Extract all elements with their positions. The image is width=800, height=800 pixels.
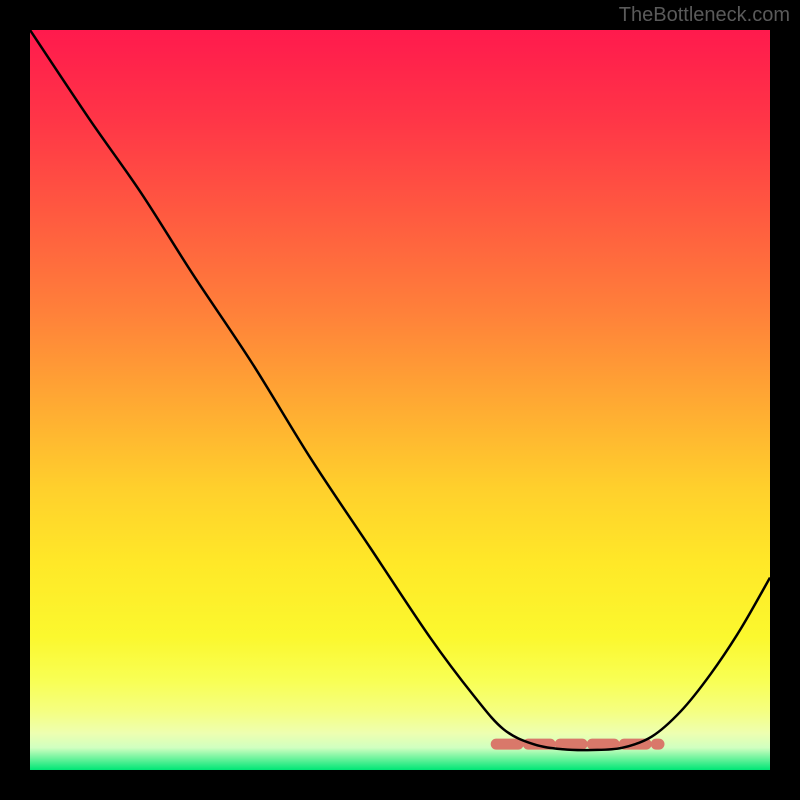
- chart-svg: [30, 30, 770, 770]
- gradient-background: [30, 30, 770, 770]
- bottleneck-chart: [30, 30, 770, 770]
- watermark-text: TheBottleneck.com: [619, 4, 790, 27]
